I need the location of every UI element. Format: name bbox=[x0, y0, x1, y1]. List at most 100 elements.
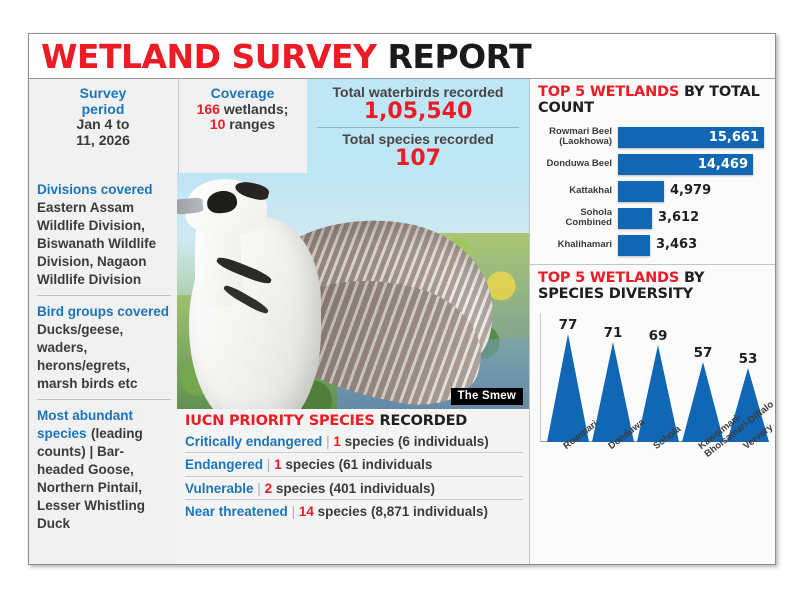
cone-triangle bbox=[592, 341, 634, 442]
total-waterbirds-value: 1,05,540 bbox=[363, 99, 473, 125]
survey-period-block: Survey period Jan 4 to 11, 2026 bbox=[29, 79, 177, 173]
total-species-value: 107 bbox=[395, 146, 441, 172]
title-black: REPORT bbox=[387, 36, 532, 76]
total-count-bar-row: Khalihamari 3,463 bbox=[538, 234, 769, 256]
survey-period-value-1: Jan 4 to bbox=[76, 116, 130, 133]
iucn-species-count: 1 bbox=[274, 457, 282, 473]
coverage-block: Coverage 166 wetlands; 10 ranges bbox=[178, 79, 306, 173]
bar-category-label: Kattakhal bbox=[569, 185, 612, 197]
bar-track: 3,463 bbox=[618, 234, 769, 256]
total-count-bar-row: Rowmari Beel (Laokhowa) 15,661 bbox=[538, 125, 769, 148]
total-count-bars: Rowmari Beel (Laokhowa) 15,661 Donduwa Beel… bbox=[538, 125, 769, 256]
iucn-species-count: 14 bbox=[298, 504, 314, 520]
cone-value-label: 71 bbox=[603, 324, 623, 341]
bar-value-label: 4,979 bbox=[670, 182, 712, 198]
bar-category-label: Donduwa Beel bbox=[546, 158, 612, 170]
iucn-individuals-detail: (61 individuals bbox=[338, 457, 433, 473]
cone-triangle bbox=[547, 333, 589, 442]
iucn-species-word: species bbox=[344, 433, 395, 449]
bar-fill: 15,661 bbox=[618, 126, 764, 148]
iucn-title-red: IUCN PRIORITY SPECIES bbox=[185, 413, 375, 429]
diversity-cone: 57 bbox=[681, 345, 725, 442]
left-info-column: Divisions covered Eastern Assam Wildlife… bbox=[29, 173, 177, 564]
cone-triangle bbox=[727, 367, 769, 442]
coverage-ranges-word: ranges bbox=[229, 116, 276, 133]
infographic-card: WETLAND SURVEY REPORT Survey period Jan … bbox=[28, 33, 776, 565]
iucn-row-near-threatened: Near threatened | 14 species (8,871 indi… bbox=[185, 500, 523, 522]
bar-category-label: Khalihamari bbox=[557, 239, 612, 251]
total-count-bar-row: Donduwa Beel 14,469 bbox=[538, 153, 769, 175]
cone-triangle bbox=[637, 344, 679, 442]
iucn-individuals-detail: (6 individuals) bbox=[397, 433, 489, 449]
diversity-cone: 53 bbox=[726, 351, 770, 442]
chart-y-axis bbox=[540, 312, 541, 442]
diversity-cone: 77 bbox=[546, 317, 590, 442]
smew-photo: The Smew bbox=[177, 173, 529, 409]
iucn-category-label: Critically endangered bbox=[185, 433, 323, 449]
iucn-category-label: Endangered bbox=[185, 457, 264, 473]
species-diversity-chart: TOP 5 WETLANDS BY SPECIES DIVERSITY 77 71… bbox=[530, 265, 775, 514]
cone-value-label: 77 bbox=[558, 316, 578, 333]
bar-value-label: 3,463 bbox=[656, 236, 698, 252]
most-abundant-text: (leading counts) | Bar-headed Goose, Nor… bbox=[37, 426, 146, 531]
survey-period-label-1: Survey bbox=[79, 85, 127, 101]
coverage-wetlands-count: 166 bbox=[196, 100, 220, 117]
diversity-cone: 71 bbox=[591, 325, 635, 442]
bird-groups-block: Bird groups covered Ducks/geese, waders,… bbox=[37, 303, 171, 400]
diversity-cone: 69 bbox=[636, 328, 680, 442]
iucn-title-black: RECORDED bbox=[379, 413, 468, 429]
most-abundant-block: Most abundant species (leading counts) |… bbox=[37, 407, 171, 539]
coverage-wetlands-word: wetlands; bbox=[223, 100, 289, 117]
total-count-chart: TOP 5 WETLANDS BY TOTAL COUNT Rowmari Be… bbox=[530, 79, 775, 256]
iucn-priority-species-block: IUCN PRIORITY SPECIES RECORDED Criticall… bbox=[177, 409, 529, 564]
bar-category-label: Rowmari Beel (Laokhowa) bbox=[549, 125, 612, 148]
iucn-species-count: 1 bbox=[333, 433, 341, 449]
iucn-separator: | bbox=[266, 457, 271, 473]
totals-divider bbox=[317, 127, 519, 129]
total-count-chart-title: TOP 5 WETLANDS BY TOTAL COUNT bbox=[538, 84, 769, 117]
total-count-bar-row: Sohola Combined 3,612 bbox=[538, 206, 769, 229]
coverage-ranges-count: 10 bbox=[209, 116, 226, 133]
species-diversity-cones: 77 71 69 57 53 bbox=[538, 307, 769, 442]
total-count-bar-row: Kattakhal 4,979 bbox=[538, 180, 769, 202]
total-species-label: Total species recorded bbox=[342, 131, 494, 148]
bird-groups-heading: Bird groups covered bbox=[37, 304, 170, 319]
species-diversity-chart-title: TOP 5 WETLANDS BY SPECIES DIVERSITY bbox=[538, 269, 769, 303]
bar-track: 15,661 bbox=[618, 126, 769, 148]
iucn-row-critically-endangered: Critically endangered | 1 species (6 ind… bbox=[185, 430, 523, 454]
species-diversity-x-labels: Rowmari Donduwa Sohola Kawoimari-Bhoisamari… bbox=[538, 399, 775, 514]
bar-fill bbox=[618, 234, 650, 256]
iucn-separator: | bbox=[257, 480, 261, 496]
charts-column: TOP 5 WETLANDS BY TOTAL COUNT Rowmari Be… bbox=[529, 79, 775, 564]
cone-value-label: 69 bbox=[648, 327, 668, 344]
most-abundant-heading: Most abundant species bbox=[37, 408, 133, 441]
chart-title-red: TOP 5 WETLANDS bbox=[538, 84, 680, 100]
photo-caption: The Smew bbox=[450, 388, 523, 405]
chart-title-black: BY SPECIES DIVERSITY bbox=[538, 269, 705, 302]
divisions-covered-text: Eastern Assam Wildlife Division, Biswana… bbox=[37, 200, 157, 287]
bar-category-label: Sohola Combined bbox=[565, 206, 612, 229]
title-red: WETLAND SURVEY bbox=[41, 36, 377, 76]
charts-divider bbox=[530, 263, 775, 265]
coverage-label: Coverage bbox=[210, 85, 275, 101]
bar-value-label: 3,612 bbox=[658, 209, 700, 225]
coverage-wetlands: 166 wetlands; bbox=[179, 100, 306, 118]
bar-fill bbox=[618, 180, 664, 202]
iucn-separator: | bbox=[291, 504, 296, 520]
iucn-title: IUCN PRIORITY SPECIES RECORDED bbox=[185, 413, 523, 430]
bird-groups-text: Ducks/geese, waders, herons/egrets, mars… bbox=[37, 322, 138, 391]
iucn-category-label: Near threatened bbox=[185, 504, 288, 520]
coverage-ranges: 10 ranges bbox=[179, 117, 306, 133]
chart-title-black: BY TOTAL COUNT bbox=[538, 84, 760, 116]
iucn-individuals-detail: (401 individuals) bbox=[329, 480, 435, 496]
divisions-covered-block: Divisions covered Eastern Assam Wildlife… bbox=[37, 181, 171, 296]
bar-track: 4,979 bbox=[618, 180, 769, 202]
iucn-row-vulnerable: Vulnerable | 2 species (401 individuals) bbox=[185, 477, 523, 501]
survey-period-value-2: 11, 2026 bbox=[76, 132, 130, 149]
iucn-species-word: species bbox=[317, 504, 368, 520]
iucn-category-label: Vulnerable bbox=[185, 480, 254, 496]
iucn-individuals-detail: (8,871 individuals) bbox=[370, 504, 488, 520]
totals-panel: Total waterbirds recorded 1,05,540 Total… bbox=[307, 79, 529, 173]
header: WETLAND SURVEY REPORT bbox=[29, 34, 775, 79]
